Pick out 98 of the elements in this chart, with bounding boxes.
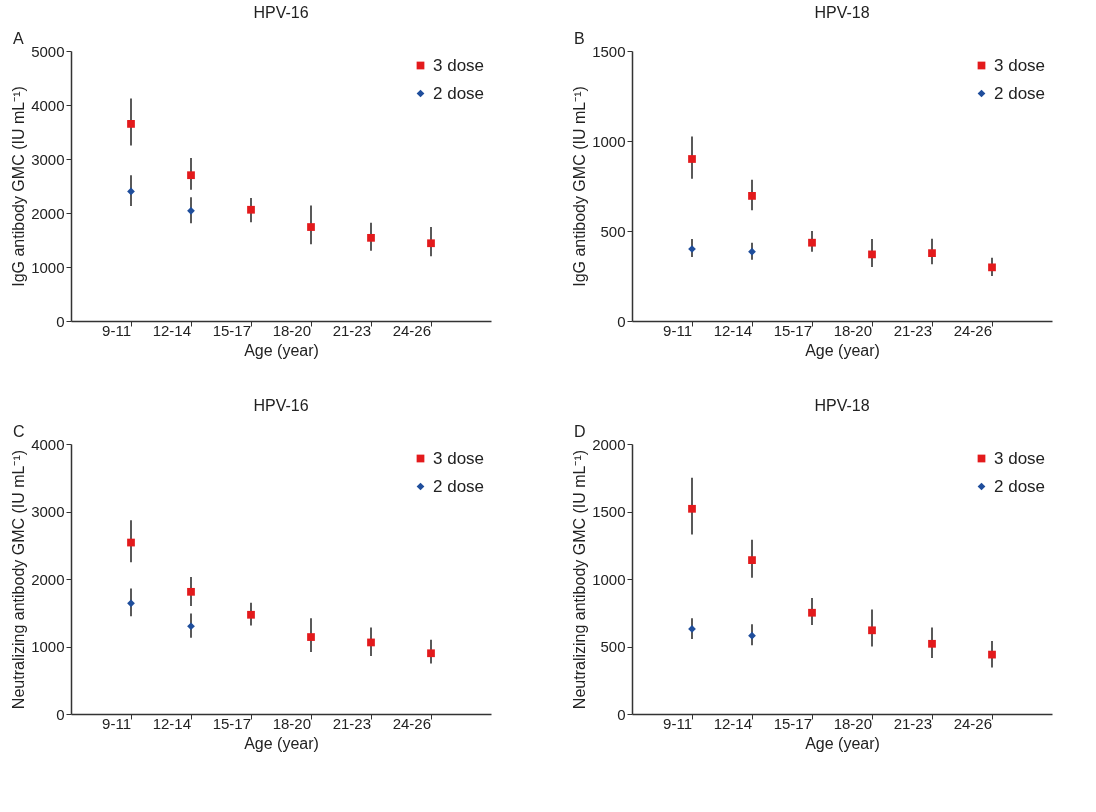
x-tick-label: 15-17 bbox=[773, 714, 812, 732]
point bbox=[748, 556, 756, 564]
y-axis-title: Neutralizing antibody GMC (IU mL⁻¹) bbox=[571, 449, 589, 710]
y-tick-label: 4000 bbox=[31, 96, 65, 114]
y-axis-title: Neutralizing antibody GMC (IU mL⁻¹) bbox=[10, 449, 28, 710]
text: C bbox=[13, 423, 25, 440]
x-tick-label: 9-11 bbox=[663, 321, 692, 339]
y-tick-label: 2000 bbox=[592, 435, 626, 453]
chart-title: HPV-18 bbox=[814, 4, 870, 21]
y-tick-label: 5000 bbox=[31, 42, 65, 60]
x-tick-label: 24-26 bbox=[392, 714, 431, 732]
x-tick-label: 18-20 bbox=[833, 321, 872, 339]
y-tick-label: 0 bbox=[617, 705, 626, 723]
y-tick-label: 2000 bbox=[31, 204, 65, 222]
point bbox=[748, 247, 756, 256]
x-tick-label: 21-23 bbox=[893, 321, 932, 339]
x-tick-label: 9-11 bbox=[102, 321, 131, 339]
point bbox=[187, 587, 195, 596]
y-tick-label: 0 bbox=[56, 705, 65, 723]
x-axis-title: Age (year) bbox=[244, 341, 319, 359]
point bbox=[427, 239, 435, 248]
x-tick-label: 12-14 bbox=[152, 714, 191, 732]
y-tick-label: 1000 bbox=[592, 132, 626, 150]
x-tick-label: 9-11 bbox=[102, 714, 131, 732]
y-axis-title: IgG antibody GMC (IU mL⁻¹) bbox=[10, 86, 28, 287]
x-tick-label: 15-17 bbox=[212, 321, 251, 339]
point bbox=[688, 155, 696, 163]
legend-label: 3 dose bbox=[433, 448, 485, 468]
legend-label: 2 dose bbox=[433, 476, 485, 496]
y-tick-label: 3000 bbox=[31, 150, 65, 168]
x-axis-title: Age (year) bbox=[244, 734, 319, 752]
x-tick-label: 21-23 bbox=[893, 714, 932, 732]
point bbox=[808, 238, 816, 247]
y-tick-label: 1500 bbox=[592, 42, 626, 60]
text: A bbox=[13, 30, 24, 47]
x-tick-label: 15-17 bbox=[773, 321, 812, 339]
point bbox=[127, 538, 135, 547]
y-tick-label: 0 bbox=[617, 312, 626, 330]
point bbox=[367, 638, 375, 647]
x-tick-label: 24-26 bbox=[953, 321, 992, 339]
x-axis-title: Age (year) bbox=[805, 341, 880, 359]
x-tick-label: 21-23 bbox=[332, 321, 371, 339]
point bbox=[307, 223, 315, 231]
y-tick-label: 500 bbox=[600, 222, 626, 240]
x-tick-label: 18-20 bbox=[272, 321, 311, 339]
point bbox=[127, 599, 135, 608]
y-tick-label: 1000 bbox=[31, 638, 65, 655]
point bbox=[187, 206, 195, 215]
y-tick-label: 3000 bbox=[31, 503, 65, 520]
x-tick-label: 18-20 bbox=[272, 714, 311, 732]
x-axis-title: Age (year) bbox=[805, 734, 880, 752]
y-tick-label: 500 bbox=[600, 638, 626, 655]
point bbox=[868, 626, 876, 635]
chart-title: HPV-18 bbox=[814, 397, 870, 414]
x-tick-label: 9-11 bbox=[663, 714, 692, 732]
point bbox=[127, 187, 135, 196]
x-tick-label: 24-26 bbox=[392, 321, 431, 339]
y-tick-label: 2000 bbox=[31, 570, 65, 588]
chart-title: HPV-16 bbox=[253, 397, 309, 414]
legend-label: 3 dose bbox=[433, 55, 485, 75]
point bbox=[127, 120, 135, 128]
y-tick-label: 1000 bbox=[592, 570, 626, 588]
legend-label: 2 dose bbox=[994, 83, 1046, 103]
chart-title: HPV-16 bbox=[253, 4, 309, 21]
legend-label: 3 dose bbox=[994, 448, 1046, 468]
x-tick-label: 12-14 bbox=[713, 714, 752, 732]
y-tick-label: 0 bbox=[56, 312, 65, 330]
point bbox=[988, 650, 996, 659]
point bbox=[367, 233, 375, 242]
point bbox=[688, 504, 696, 513]
point bbox=[868, 250, 876, 259]
y-tick-label: 1500 bbox=[592, 503, 626, 520]
point bbox=[808, 608, 816, 617]
x-tick-label: 24-26 bbox=[953, 714, 992, 732]
text: D bbox=[574, 423, 586, 440]
y-axis-title: IgG antibody GMC (IU mL⁻¹) bbox=[571, 86, 589, 287]
point bbox=[247, 610, 255, 619]
point bbox=[748, 631, 756, 640]
point bbox=[247, 205, 255, 214]
x-tick-label: 12-14 bbox=[713, 321, 752, 339]
point bbox=[988, 263, 996, 272]
x-tick-label: 15-17 bbox=[212, 714, 251, 732]
text: B bbox=[574, 30, 585, 47]
y-tick-label: 4000 bbox=[31, 435, 65, 453]
x-tick-label: 21-23 bbox=[332, 714, 371, 732]
legend-label: 2 dose bbox=[994, 476, 1046, 496]
point bbox=[928, 249, 936, 258]
point bbox=[187, 622, 195, 631]
x-tick-label: 18-20 bbox=[833, 714, 872, 732]
y-tick-label: 1000 bbox=[31, 258, 65, 276]
point bbox=[928, 639, 936, 648]
point bbox=[748, 192, 756, 200]
legend-label: 2 dose bbox=[433, 83, 485, 103]
point bbox=[427, 649, 435, 658]
legend-label: 3 dose bbox=[994, 55, 1046, 75]
point bbox=[307, 633, 315, 641]
point bbox=[187, 171, 195, 180]
x-tick-label: 12-14 bbox=[152, 321, 191, 339]
